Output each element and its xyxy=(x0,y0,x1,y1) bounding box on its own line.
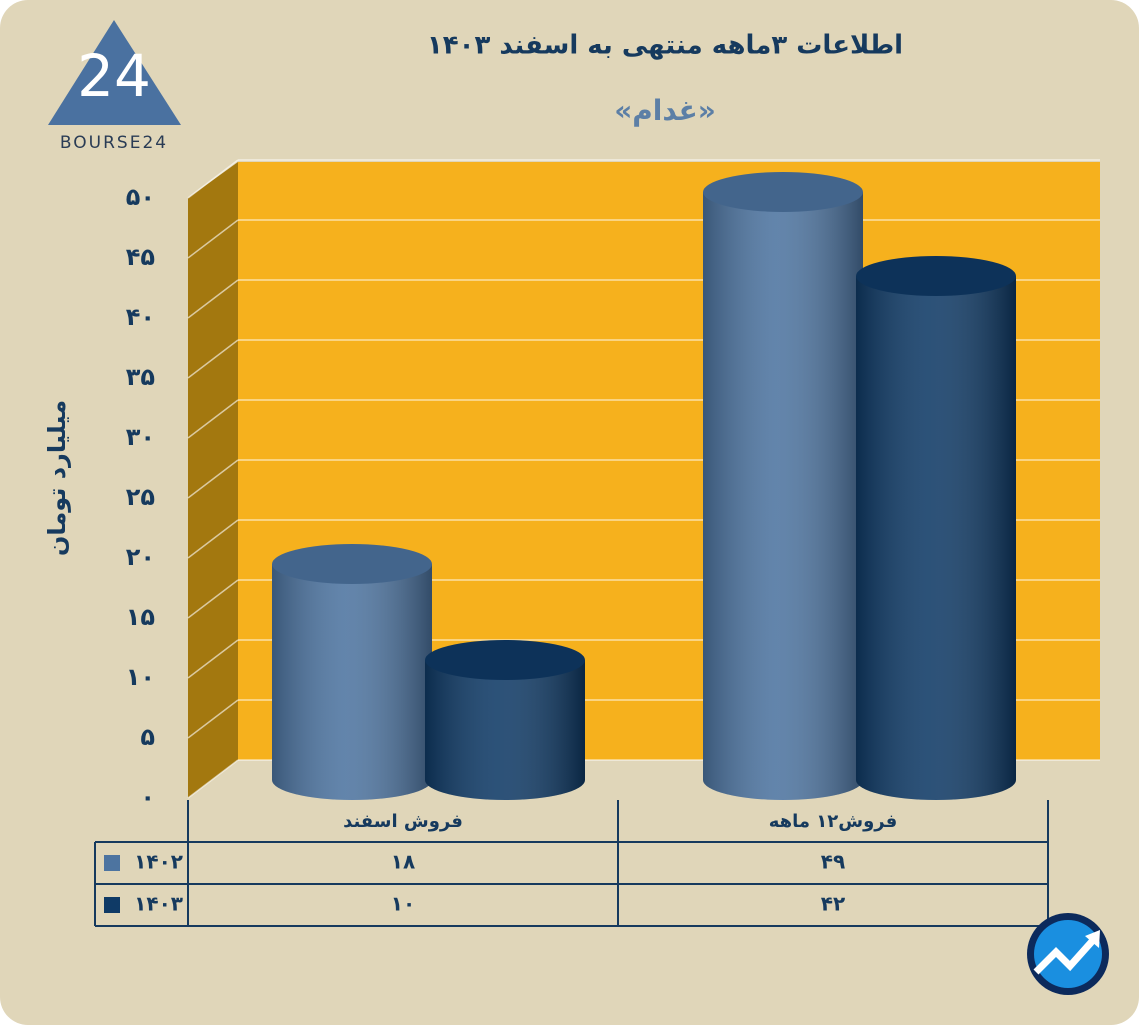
bar xyxy=(856,256,1016,800)
y-tick-label: ۲۰ xyxy=(126,543,155,571)
y-axis-label: میلیارد تومان xyxy=(43,400,71,556)
logo: 24 BOURSE24 xyxy=(48,20,181,153)
grid-line xyxy=(187,159,1100,199)
svg-text:24: 24 xyxy=(77,42,151,110)
legend-label: ۱۴۰۳ xyxy=(134,892,183,916)
x-tick-label: فروش۱۲ ماهه xyxy=(769,811,898,832)
legend-label: ۱۴۰۲ xyxy=(134,850,183,874)
legend-swatch xyxy=(104,855,120,871)
chart-subtitle: «غدام» xyxy=(614,94,716,127)
x-tick-label: فروش اسفند xyxy=(343,811,463,832)
y-tick-label: ۲۵ xyxy=(126,483,155,511)
table-lines xyxy=(94,800,1049,927)
side-wall xyxy=(188,162,238,798)
table-value: ۱۸ xyxy=(391,850,415,874)
y-tick-label: ۵ xyxy=(140,723,155,751)
chart-title: اطلاعات ۳ماهه منتهی به اسفند ۱۴۰۳ xyxy=(427,31,903,61)
y-tick-label: ۳۵ xyxy=(126,363,155,391)
bar xyxy=(425,640,585,800)
y-tick-label: ۴۵ xyxy=(126,243,155,271)
y-tick-label: ۵۰ xyxy=(126,183,155,211)
y-tick-label: ۱۰ xyxy=(126,663,155,691)
legend-swatch xyxy=(104,897,120,913)
table-value: ۱۰ xyxy=(391,892,415,916)
y-tick-label: ۰ xyxy=(140,783,155,811)
table-value: ۴۲ xyxy=(821,892,845,916)
logo-text: BOURSE24 xyxy=(60,133,168,153)
bar xyxy=(703,172,863,800)
y-tick-label: ۳۰ xyxy=(126,423,155,451)
y-tick-label: ۱۵ xyxy=(126,603,155,631)
bar xyxy=(272,544,432,800)
y-tick-label: ۴۰ xyxy=(126,303,155,331)
table-value: ۴۹ xyxy=(821,850,845,874)
site-icon xyxy=(1027,913,1109,995)
grid-line xyxy=(187,219,1100,259)
